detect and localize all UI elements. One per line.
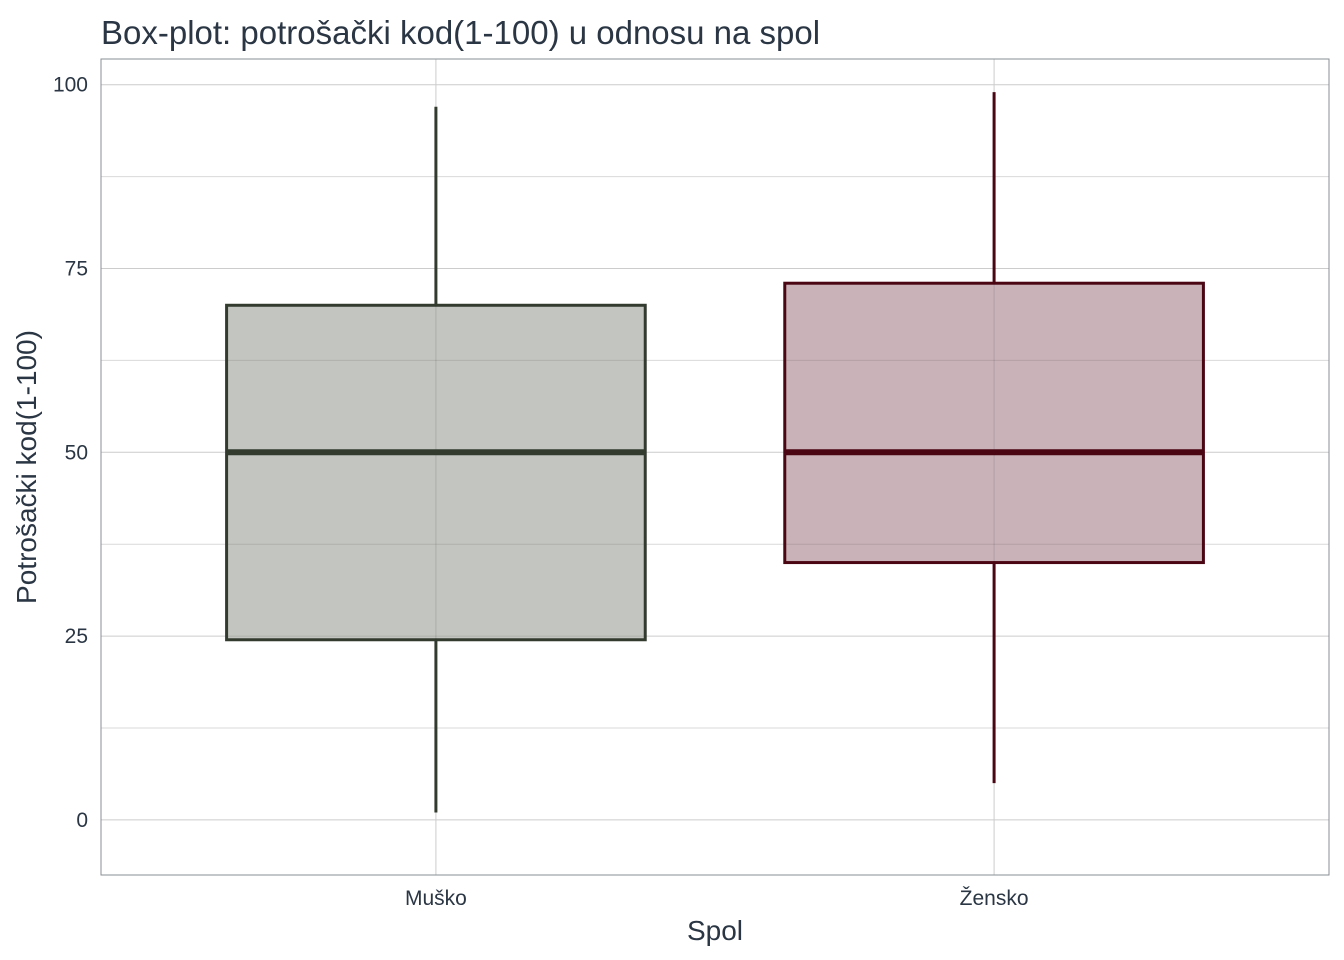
y-tick-label: 75 [65,258,88,281]
y-axis-title: Potrošački kod(1-100) [11,330,42,604]
chart-title: Box-plot: potrošački kod(1-100) u odnosu… [101,14,820,51]
y-tick-label: 25 [65,625,88,648]
box-1 [225,106,647,813]
x-axis-title: Spol [687,915,743,946]
y-tick-labels: 0 25 50 75 100 [53,74,88,832]
x-tick-label: Žensko [960,887,1029,910]
y-tick-label: 100 [53,74,88,97]
box-iqr [783,281,1205,565]
y-tick-label: 0 [76,809,88,832]
y-tick-label: 50 [65,441,88,464]
box-iqr [225,303,647,642]
x-tick-labels: Muško Žensko [405,887,1029,910]
boxes [225,92,1205,813]
plot-panel-border [100,58,1330,876]
x-tick-label: Muško [405,887,467,910]
box-2 [783,92,1205,784]
